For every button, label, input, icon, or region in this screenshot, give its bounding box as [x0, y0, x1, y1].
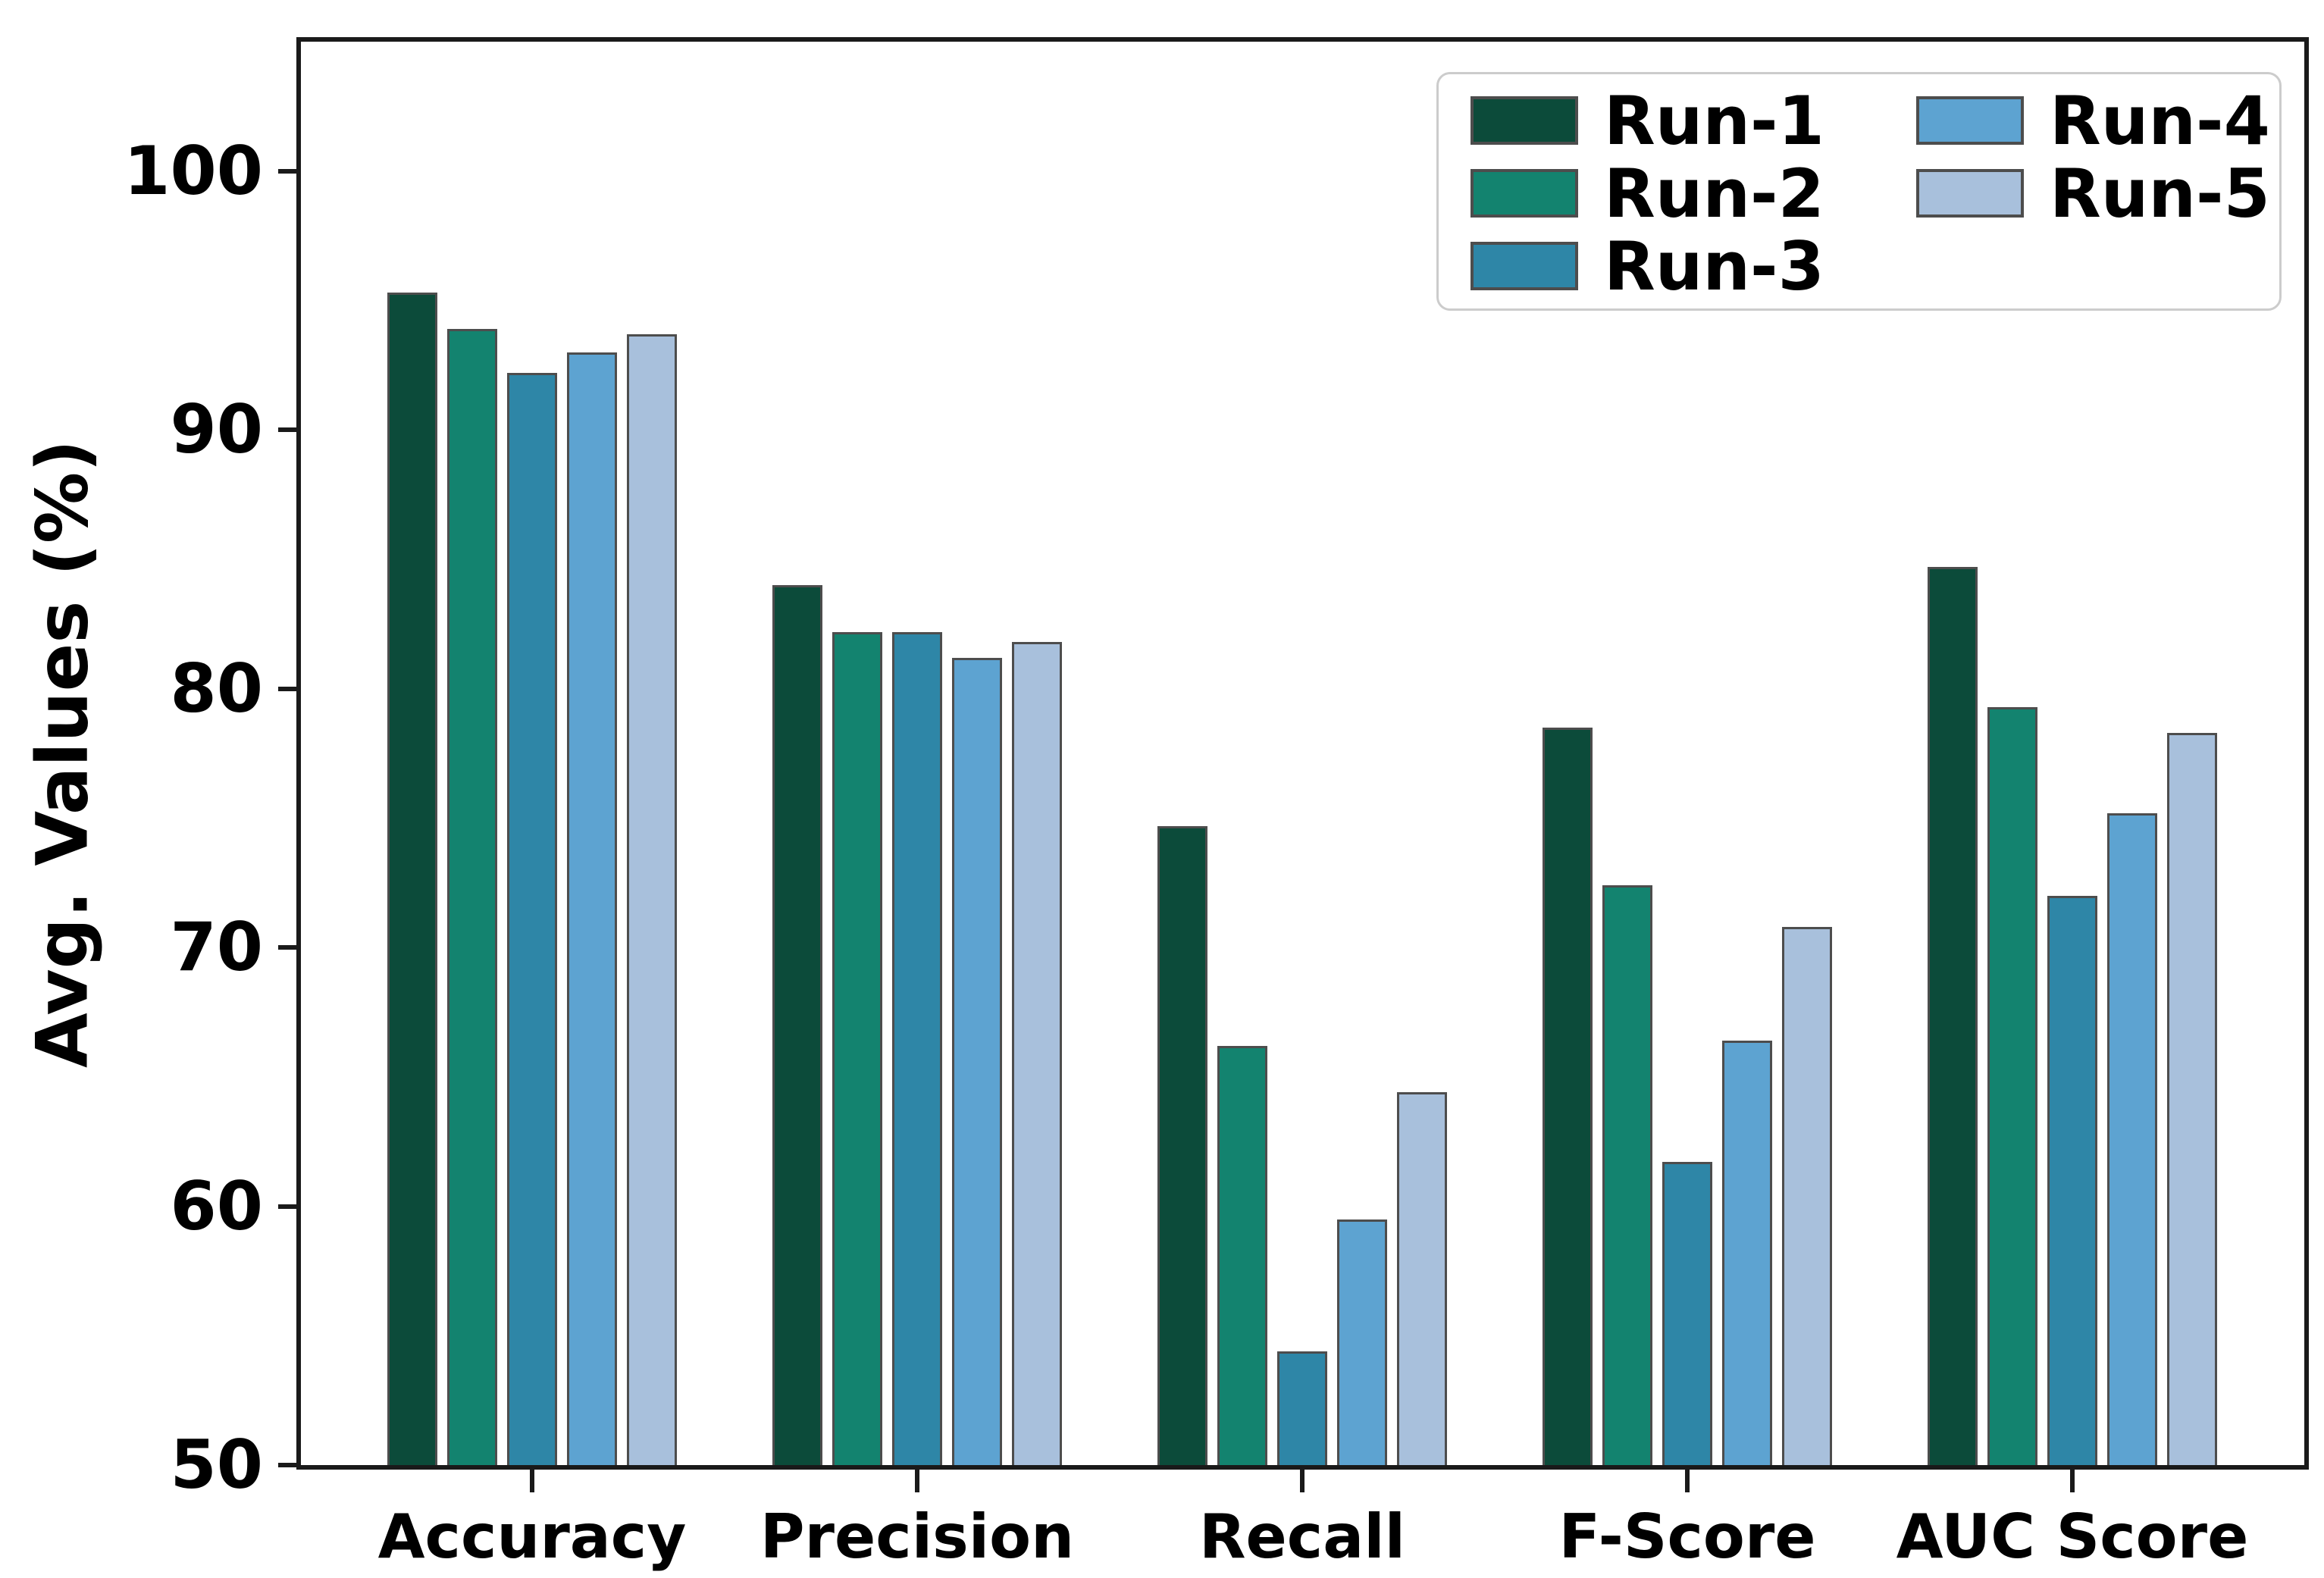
- x-tick-label-recall: Recall: [1198, 1501, 1406, 1572]
- y-tick-label: 90: [170, 390, 263, 469]
- bar-run-2-recall: [1217, 1045, 1267, 1465]
- legend-label-run-1: Run-1: [1604, 81, 1824, 160]
- y-tick-mark: [278, 427, 301, 433]
- bar-run-1-f-score: [1543, 727, 1593, 1465]
- legend-item-run-4: Run-4: [1916, 82, 2270, 160]
- bar-run-4-precision: [952, 657, 1002, 1465]
- bar-run-1-auc-score: [1928, 567, 1978, 1465]
- y-tick-label: 80: [170, 649, 263, 728]
- x-tick-label-f-score: F-Score: [1558, 1501, 1816, 1572]
- legend-label-run-4: Run-4: [2050, 81, 2270, 160]
- bar-run-2-accuracy: [447, 329, 497, 1465]
- y-tick-mark: [278, 686, 301, 691]
- y-tick-label: 60: [170, 1166, 263, 1245]
- bar-run-2-f-score: [1602, 885, 1652, 1465]
- legend-item-run-2: Run-2: [1471, 155, 1824, 233]
- bar-run-4-accuracy: [567, 352, 617, 1465]
- x-tick-label-auc-score: AUC Score: [1896, 1501, 2249, 1572]
- y-tick-label: 50: [170, 1426, 263, 1504]
- legend-label-run-3: Run-3: [1604, 227, 1824, 305]
- legend: Run-1 Run-2 Run-3 Run-4 Run-5: [1436, 72, 2282, 311]
- bar-run-5-recall: [1397, 1092, 1447, 1465]
- legend-swatch-run-2: [1471, 169, 1578, 218]
- bar-run-1-precision: [772, 585, 822, 1465]
- y-tick-label: 100: [124, 131, 263, 210]
- bar-run-5-precision: [1012, 642, 1062, 1465]
- bar-run-3-recall: [1277, 1351, 1327, 1465]
- bar-run-4-recall: [1337, 1219, 1387, 1465]
- legend-label-run-5: Run-5: [2050, 154, 2270, 233]
- bar-run-3-f-score: [1662, 1162, 1712, 1465]
- legend-swatch-run-3: [1471, 242, 1578, 290]
- bar-run-2-auc-score: [1987, 706, 2037, 1465]
- y-tick-mark: [278, 168, 301, 174]
- bar-run-5-accuracy: [627, 333, 677, 1465]
- bar-run-2-precision: [832, 631, 882, 1465]
- legend-swatch-run-5: [1916, 169, 2024, 218]
- bar-run-4-auc-score: [2107, 812, 2157, 1465]
- y-tick-mark: [278, 1463, 301, 1467]
- x-tick-label-precision: Precision: [760, 1501, 1075, 1572]
- x-tick-label-accuracy: Accuracy: [377, 1501, 687, 1572]
- legend-swatch-run-4: [1916, 96, 2024, 145]
- bar-run-1-accuracy: [387, 293, 437, 1465]
- bar-run-1-recall: [1157, 825, 1207, 1465]
- bar-run-4-f-score: [1722, 1041, 1772, 1465]
- legend-label-run-2: Run-2: [1604, 154, 1824, 233]
- x-tick-mark: [915, 1470, 919, 1492]
- bar-run-3-accuracy: [507, 373, 557, 1465]
- legend-item-run-1: Run-1: [1471, 82, 1824, 160]
- y-tick-mark: [278, 1204, 301, 1209]
- bar-run-3-precision: [892, 631, 942, 1465]
- bar-run-3-auc-score: [2047, 895, 2097, 1465]
- bar-run-5-auc-score: [2167, 732, 2217, 1465]
- bar-run-5-f-score: [1782, 926, 1832, 1465]
- x-tick-mark: [1300, 1470, 1305, 1492]
- x-tick-mark: [1685, 1470, 1690, 1492]
- x-tick-mark: [2070, 1470, 2075, 1492]
- legend-item-run-3: Run-3: [1471, 227, 1824, 305]
- y-tick-label: 70: [170, 908, 263, 987]
- y-tick-mark: [278, 945, 301, 950]
- legend-swatch-run-1: [1471, 96, 1578, 145]
- x-tick-mark: [530, 1470, 534, 1492]
- legend-item-run-5: Run-5: [1916, 155, 2270, 233]
